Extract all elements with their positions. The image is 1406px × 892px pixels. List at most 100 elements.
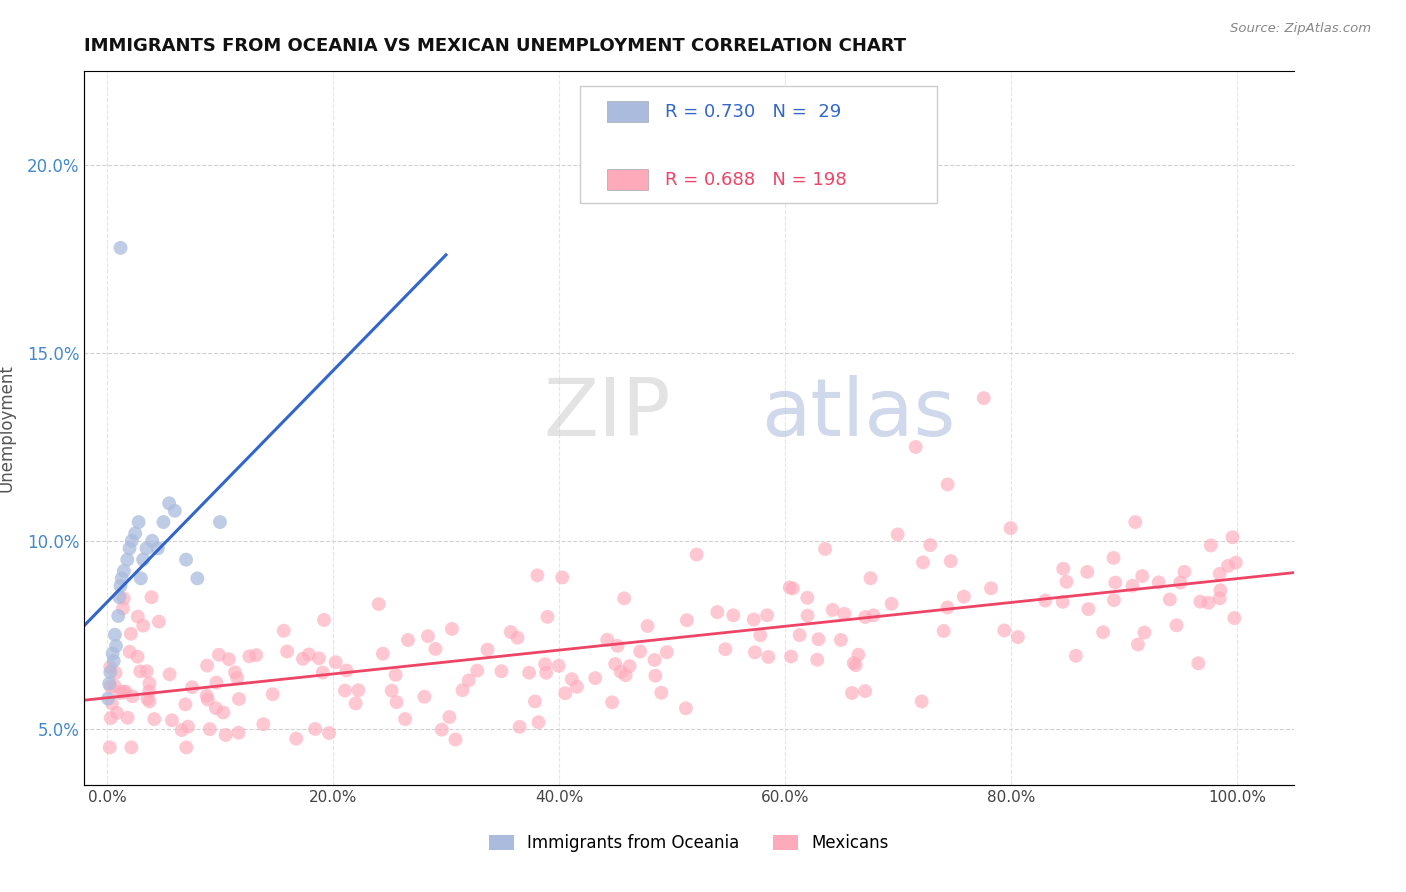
Point bbox=[181, 680, 204, 694]
Point bbox=[108, 590, 131, 604]
Point bbox=[506, 631, 529, 645]
Point bbox=[1159, 592, 1181, 607]
Point bbox=[198, 722, 221, 736]
Point bbox=[1126, 638, 1149, 652]
Point bbox=[101, 697, 124, 711]
Point bbox=[756, 608, 779, 623]
Point bbox=[936, 477, 959, 491]
Point bbox=[830, 632, 852, 647]
Point bbox=[1166, 618, 1188, 632]
Point bbox=[117, 711, 139, 725]
Point bbox=[1222, 530, 1244, 544]
Point bbox=[252, 717, 274, 731]
Point bbox=[614, 668, 637, 682]
Point bbox=[457, 673, 479, 688]
Point bbox=[120, 740, 142, 755]
Point bbox=[396, 633, 419, 648]
Point bbox=[170, 723, 193, 737]
Point bbox=[814, 541, 837, 556]
Point bbox=[1147, 575, 1170, 590]
Point bbox=[527, 715, 550, 730]
Point bbox=[135, 665, 157, 679]
Point bbox=[491, 664, 513, 678]
Point bbox=[127, 649, 149, 664]
Point bbox=[132, 618, 155, 632]
Point bbox=[911, 555, 934, 569]
Point bbox=[276, 644, 298, 658]
Point bbox=[121, 533, 143, 548]
Point bbox=[980, 581, 1002, 595]
Point bbox=[318, 726, 340, 740]
Text: R = 0.730   N =  29: R = 0.730 N = 29 bbox=[665, 103, 841, 120]
Text: R = 0.688   N = 198: R = 0.688 N = 198 bbox=[665, 170, 846, 188]
Point bbox=[98, 676, 121, 690]
Point bbox=[526, 568, 548, 582]
Point bbox=[110, 686, 132, 700]
Point bbox=[650, 686, 672, 700]
Point bbox=[138, 676, 160, 690]
Point bbox=[1223, 611, 1246, 625]
Point bbox=[1187, 657, 1209, 671]
Point bbox=[105, 639, 128, 653]
Point bbox=[117, 552, 139, 566]
Point bbox=[304, 722, 326, 736]
Point bbox=[195, 658, 218, 673]
Point bbox=[121, 690, 143, 704]
Point bbox=[138, 694, 160, 708]
Point bbox=[953, 590, 976, 604]
Point bbox=[146, 541, 169, 556]
Point bbox=[1064, 648, 1087, 663]
Point bbox=[416, 629, 439, 643]
Point bbox=[1133, 625, 1156, 640]
Point bbox=[226, 671, 249, 685]
Point bbox=[381, 683, 404, 698]
Point bbox=[177, 720, 200, 734]
Point bbox=[384, 668, 406, 682]
Point bbox=[1189, 594, 1212, 608]
Point bbox=[224, 665, 246, 680]
Point bbox=[644, 653, 666, 667]
Point bbox=[1000, 521, 1022, 535]
Point bbox=[110, 579, 132, 593]
Point bbox=[807, 632, 830, 647]
Point bbox=[105, 706, 128, 720]
Point bbox=[613, 591, 636, 606]
Point bbox=[1209, 591, 1232, 606]
Point bbox=[104, 665, 127, 680]
Point bbox=[655, 645, 678, 659]
Point bbox=[600, 695, 623, 709]
Point bbox=[685, 548, 707, 562]
Point bbox=[148, 615, 170, 629]
Point bbox=[157, 496, 180, 510]
Point bbox=[1102, 593, 1125, 607]
Point bbox=[1130, 569, 1153, 583]
Text: ZIP: ZIP bbox=[544, 375, 671, 453]
Point bbox=[853, 684, 876, 698]
Point bbox=[385, 695, 408, 709]
Point bbox=[312, 665, 335, 680]
Point bbox=[129, 665, 152, 679]
Point bbox=[112, 591, 135, 606]
Point bbox=[1033, 593, 1056, 607]
Point bbox=[1197, 596, 1219, 610]
Point bbox=[371, 647, 394, 661]
Point bbox=[939, 554, 962, 568]
Point bbox=[344, 697, 367, 711]
Point bbox=[465, 664, 488, 678]
Point bbox=[451, 683, 474, 698]
Text: IMMIGRANTS FROM OCEANIA VS MEXICAN UNEMPLOYMENT CORRELATION CHART: IMMIGRANTS FROM OCEANIA VS MEXICAN UNEMP… bbox=[84, 37, 907, 54]
Point bbox=[129, 571, 152, 585]
Point bbox=[208, 515, 231, 529]
Point bbox=[195, 689, 218, 703]
Point bbox=[143, 712, 166, 726]
Point bbox=[534, 665, 557, 680]
Point bbox=[637, 619, 659, 633]
Point bbox=[98, 660, 121, 674]
Point bbox=[394, 712, 416, 726]
Point bbox=[228, 692, 250, 706]
Point bbox=[551, 570, 574, 584]
Point bbox=[1052, 595, 1074, 609]
Point bbox=[163, 504, 186, 518]
Point bbox=[97, 691, 120, 706]
Point bbox=[174, 552, 197, 566]
